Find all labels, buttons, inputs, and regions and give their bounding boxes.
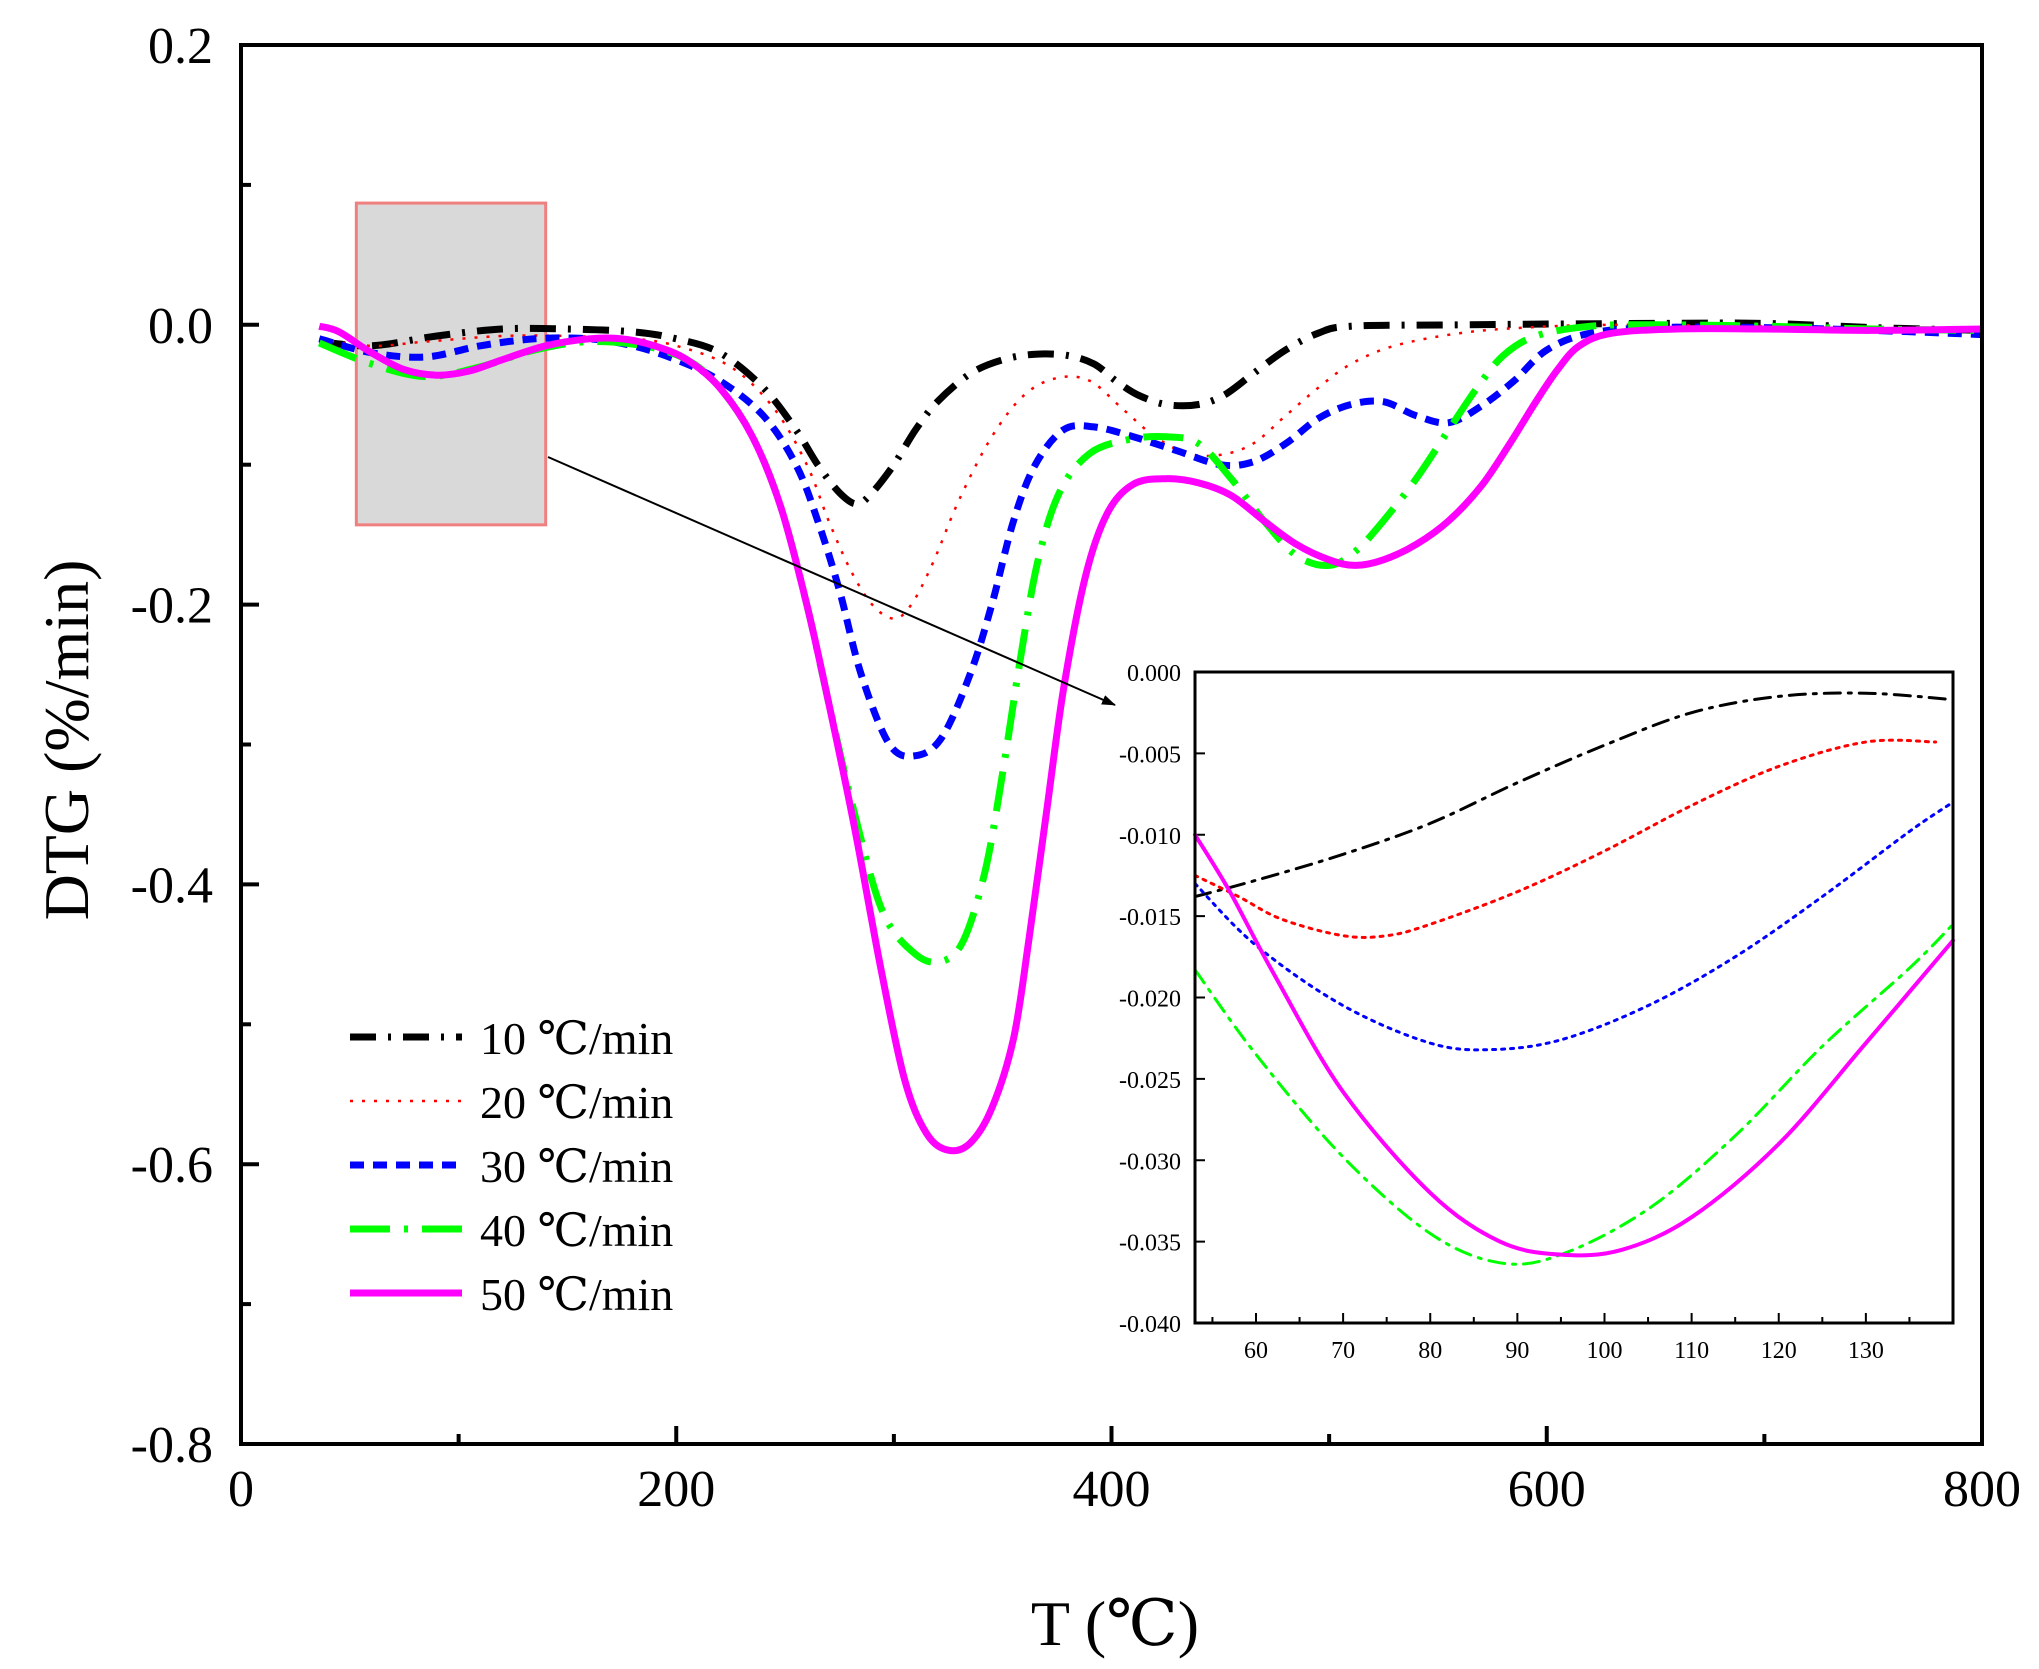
y-tick-label: -0.8 — [131, 1417, 213, 1474]
inset-x-tick-label: 110 — [1674, 1338, 1709, 1364]
inset-x-tick-label: 70 — [1331, 1338, 1355, 1364]
inset-y-tick-label: -0.035 — [1119, 1231, 1181, 1257]
series-line-50-c-min — [318, 322, 1983, 1155]
legend: 10 ℃/min 20 ℃/min 30 ℃/min 40 ℃/min 50 ℃/min — [350, 1013, 673, 1320]
legend-label-10: 10 ℃/min — [480, 1013, 673, 1064]
inset-plot: 60 70 80 90 100 110 120 130 0.000 -0.005 -0.010 -0.… — [1119, 661, 1955, 1364]
inset-y-tick-label: -0.005 — [1119, 742, 1181, 768]
main-plot: 0 200 400 600 800 0.2 0.0 -0.2 -0.4 -0.6 -0.8 — [131, 18, 2021, 1518]
y-tick-label: 0.0 — [148, 298, 213, 355]
legend-label-40: 40 ℃/min — [480, 1205, 673, 1256]
inset-series-group — [1193, 691, 1955, 1266]
x-tick-label: 400 — [1073, 1461, 1151, 1518]
inset-x-tick-label: 80 — [1418, 1338, 1442, 1364]
y-tick-label: -0.4 — [131, 857, 213, 914]
inset-y-tick-label: -0.040 — [1119, 1312, 1181, 1338]
legend-label-30: 30 ℃/min — [480, 1141, 673, 1192]
inset-series-line-10-c-min — [1193, 691, 1955, 899]
main-series-group — [317, 319, 1983, 1155]
x-axis-title: T (℃) — [1031, 1588, 1199, 1659]
inset-series-line-50-c-min — [1193, 832, 1955, 1258]
series-line-30-c-min — [318, 323, 1983, 760]
inset-y-tick-label: -0.025 — [1119, 1068, 1181, 1094]
inset-y-tick-label: -0.010 — [1119, 824, 1181, 850]
x-tick-label: 200 — [637, 1461, 715, 1518]
inset-y-tick-label: -0.030 — [1119, 1149, 1181, 1175]
y-axis-title: DTG (%/min) — [31, 560, 102, 921]
inset-series-line-20-c-min — [1193, 738, 1938, 939]
x-tick-label: 800 — [1943, 1461, 2021, 1518]
inset-x-tick-label: 120 — [1761, 1338, 1797, 1364]
inset-background — [1195, 672, 1953, 1323]
main-plot-frame — [239, 43, 1984, 1446]
legend-label-50: 50 ℃/min — [480, 1269, 673, 1320]
y-tick-label: -0.6 — [131, 1137, 213, 1194]
y-tick-label: 0.2 — [148, 18, 213, 75]
x-tick-label: 600 — [1508, 1461, 1586, 1518]
main-axis-ticks: 0 200 400 600 800 0.2 0.0 -0.2 -0.4 -0.6 -0.8 — [131, 18, 2021, 1518]
inset-x-tick-label: 60 — [1244, 1338, 1268, 1364]
zoom-arrow — [547, 456, 1116, 706]
y-tick-label: -0.2 — [131, 578, 213, 635]
inset-y-tick-label: -0.015 — [1119, 905, 1181, 931]
inset-x-tick-label: 100 — [1586, 1338, 1622, 1364]
inset-y-tick-label: 0.000 — [1127, 661, 1181, 687]
inset-x-tick-label: 90 — [1505, 1338, 1529, 1364]
legend-label-20: 20 ℃/min — [480, 1077, 673, 1128]
inset-y-tick-label: -0.020 — [1119, 987, 1181, 1013]
x-tick-label: 0 — [228, 1461, 254, 1518]
inset-plot-frame — [1193, 670, 1955, 1325]
inset-x-tick-label: 130 — [1848, 1338, 1884, 1364]
